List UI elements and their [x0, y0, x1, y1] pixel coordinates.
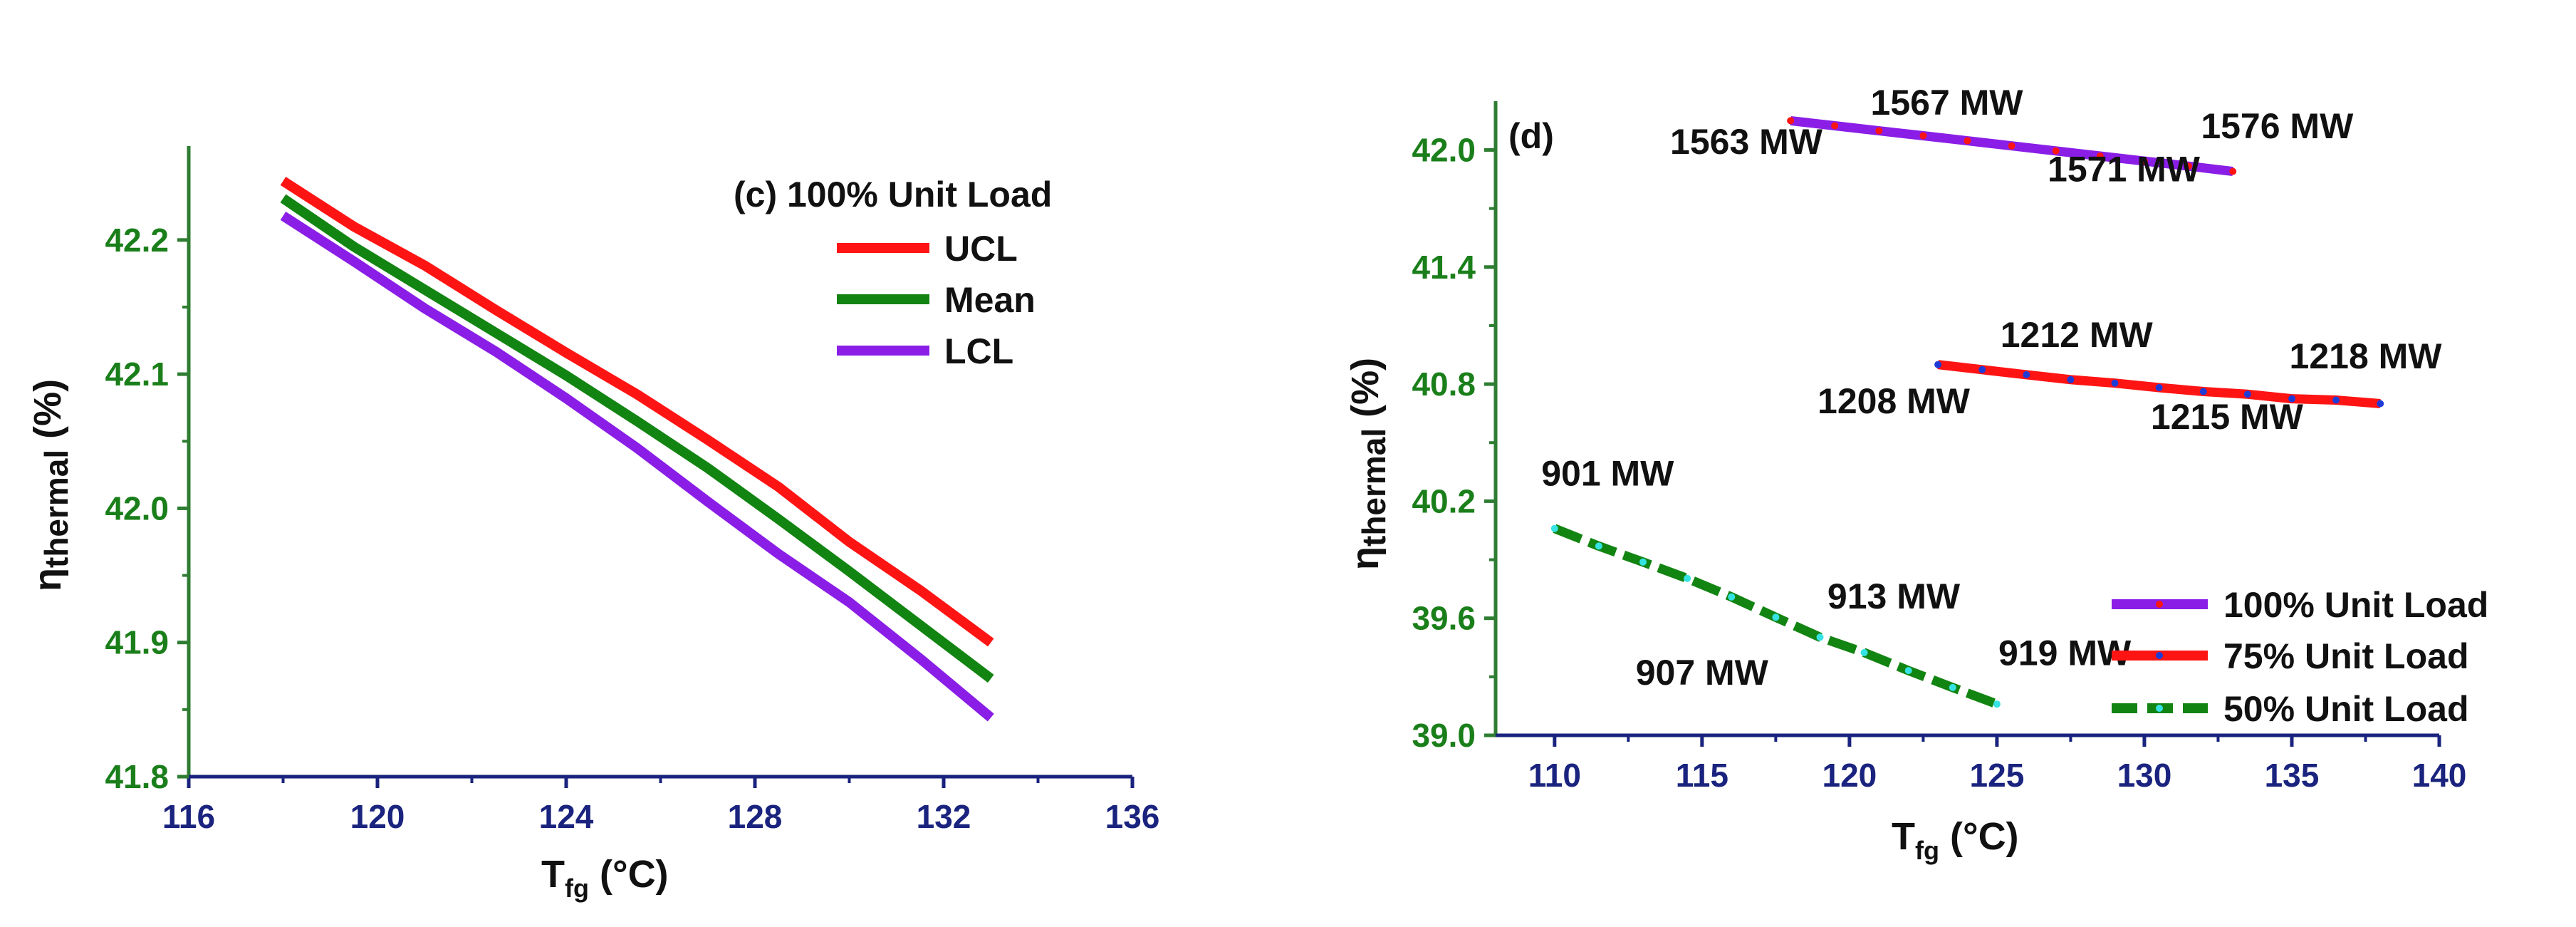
chart-c-x-tick-label: 116 — [162, 798, 215, 835]
annotation-label: 1218 MW — [2290, 336, 2443, 376]
annotation-label: 1215 MW — [2151, 397, 2304, 437]
chart-c-x-tick-label: 136 — [1105, 798, 1160, 835]
legend-dot-100 — [2156, 601, 2163, 608]
chart-c-ticks: 116 120 124 128 132 136 41.8 41.9 42.0 42.1 42.2 — [105, 222, 1159, 835]
chart-d-y-tick-label: 40.2 — [1412, 482, 1476, 519]
chart-d-annotations: 1567 MW 1576 MW 1563 MW 1571 MW 1212 MW 1218 … — [1541, 83, 2442, 693]
series-point-load-2 — [1550, 524, 1558, 532]
chart-c-x-tick-label: 124 — [539, 798, 594, 835]
chart-d-x-tick-label: 130 — [2117, 757, 2172, 794]
series-line-lcl — [280, 212, 994, 722]
series-point-load-2 — [1816, 633, 1824, 641]
series-point-load-1 — [1934, 361, 1942, 368]
series-point-load-1 — [2332, 396, 2340, 404]
chart-c-y-tick-label: 42.2 — [105, 222, 169, 259]
chart-c-series-group — [280, 177, 994, 722]
chart-d-panel-label: (d) — [1508, 116, 1554, 156]
series-point-load-1 — [2199, 388, 2207, 395]
chart-c-y-tick-label: 41.8 — [105, 758, 169, 795]
series-point-load-0 — [2229, 167, 2237, 175]
legend-label-100: 100% Unit Load — [2223, 585, 2488, 625]
chart-c-y-tick-label: 42.1 — [105, 356, 169, 393]
chart-d-y-tick-label: 39.6 — [1412, 600, 1476, 637]
chart-d-ticks: 110 115 120 125 130 135 140 39.0 39.6 40.2 40.8 41.… — [1412, 131, 2466, 794]
chart-c-x-tick-label: 132 — [917, 798, 971, 835]
chart-c-x-tick-label: 128 — [728, 798, 783, 835]
series-point-load-2 — [1904, 667, 1912, 675]
series-point-load-0 — [2008, 142, 2016, 150]
chart-d-x-tick-label: 110 — [1528, 757, 1581, 794]
chart-d-series-group — [1550, 115, 2384, 709]
chart-d-x-tick-label: 125 — [1970, 757, 2025, 794]
chart-d-x-tick-label: 120 — [1823, 757, 1877, 794]
series-point-load-0 — [1919, 132, 1927, 140]
series-point-load-2 — [1639, 558, 1647, 566]
annotation-label: 1563 MW — [1670, 122, 1823, 162]
legend-label-lcl: LCL — [944, 331, 1013, 371]
series-point-load-0 — [1787, 117, 1795, 125]
chart-c-legend: UCL Mean LCL — [837, 229, 1036, 371]
series-point-load-0 — [2185, 162, 2192, 170]
series-point-load-0 — [1875, 127, 1883, 135]
chart-c-y-tick-label: 41.9 — [105, 624, 169, 661]
legend-label-50: 50% Unit Load — [2223, 689, 2468, 729]
legend-label-ucl: UCL — [944, 229, 1018, 269]
series-point-load-0 — [2096, 152, 2104, 160]
chart-d-x-label: Tfg (°C) — [1892, 815, 2019, 865]
series-point-load-2 — [1949, 683, 1956, 691]
chart-d-legend: 100% Unit Load 75% Unit Load 50% Unit Lo… — [2112, 585, 2488, 729]
series-line-ucl — [280, 177, 994, 647]
chart-d-y-tick-label: 41.4 — [1412, 249, 1476, 286]
chart-d-y-tick-label: 40.8 — [1412, 366, 1476, 403]
series-line-mean — [280, 194, 994, 683]
annotation-label: 1576 MW — [2201, 106, 2354, 146]
chart-d-y-tick-label: 39.0 — [1412, 717, 1476, 754]
series-point-load-2 — [1860, 648, 1868, 656]
series-point-load-2 — [1595, 542, 1602, 550]
chart-c-x-label: Tfg (°C) — [541, 853, 669, 903]
series-point-load-1 — [2023, 371, 2030, 378]
series-point-load-2 — [1993, 700, 2001, 708]
series-point-load-1 — [2243, 390, 2251, 398]
annotation-label: 919 MW — [1998, 633, 2132, 673]
chart-d-x-tick-label: 135 — [2265, 757, 2320, 794]
series-point-load-2 — [1684, 574, 1691, 582]
legend-dot-50 — [2156, 705, 2163, 712]
series-point-load-1 — [2067, 376, 2075, 383]
legend-dot-75 — [2156, 652, 2163, 659]
legend-label-75: 75% Unit Load — [2223, 636, 2468, 676]
chart-d-x-tick-label: 140 — [2412, 757, 2467, 794]
series-point-load-0 — [1831, 122, 1839, 130]
chart-c-y-tick-label: 42.0 — [105, 490, 169, 527]
series-point-load-1 — [2155, 384, 2163, 391]
annotation-label: 1567 MW — [1871, 83, 2024, 123]
series-point-load-1 — [2377, 400, 2384, 408]
series-point-load-0 — [2052, 147, 2060, 155]
chart-d-y-label: ηthermal (%) — [1344, 358, 1392, 570]
legend-label-mean: Mean — [944, 280, 1036, 320]
series-point-load-1 — [2288, 395, 2295, 403]
series-point-load-0 — [1964, 137, 1971, 145]
chart-d-x-tick-label: 115 — [1676, 757, 1728, 794]
chart-c-title: (c) 100% Unit Load — [734, 175, 1052, 214]
series-point-load-1 — [2111, 379, 2119, 387]
annotation-label: 913 MW — [1827, 576, 1961, 616]
annotation-label: 907 MW — [1636, 653, 1769, 693]
chart-c-y-label: ηthermal (%) — [26, 379, 75, 591]
chart-c-x-tick-label: 120 — [350, 798, 405, 835]
annotation-label: 1571 MW — [2048, 149, 2201, 189]
annotation-label: 1208 MW — [1818, 381, 1971, 421]
chart-panel-c: 116 120 124 128 132 136 41.8 41.9 42.0 42.1 42.2 (… — [26, 146, 1159, 903]
series-point-load-1 — [1978, 366, 1986, 373]
annotation-label: 901 MW — [1541, 454, 1674, 494]
series-point-load-2 — [1728, 593, 1736, 601]
series-point-load-2 — [1772, 613, 1780, 621]
chart-d-y-tick-label: 42.0 — [1412, 131, 1476, 168]
annotation-label: 1212 MW — [2001, 315, 2154, 355]
series-point-load-0 — [2140, 157, 2148, 165]
chart-panel-d: 110 115 120 125 130 135 140 39.0 39.6 40.2 40.8 41.… — [1344, 83, 2488, 865]
